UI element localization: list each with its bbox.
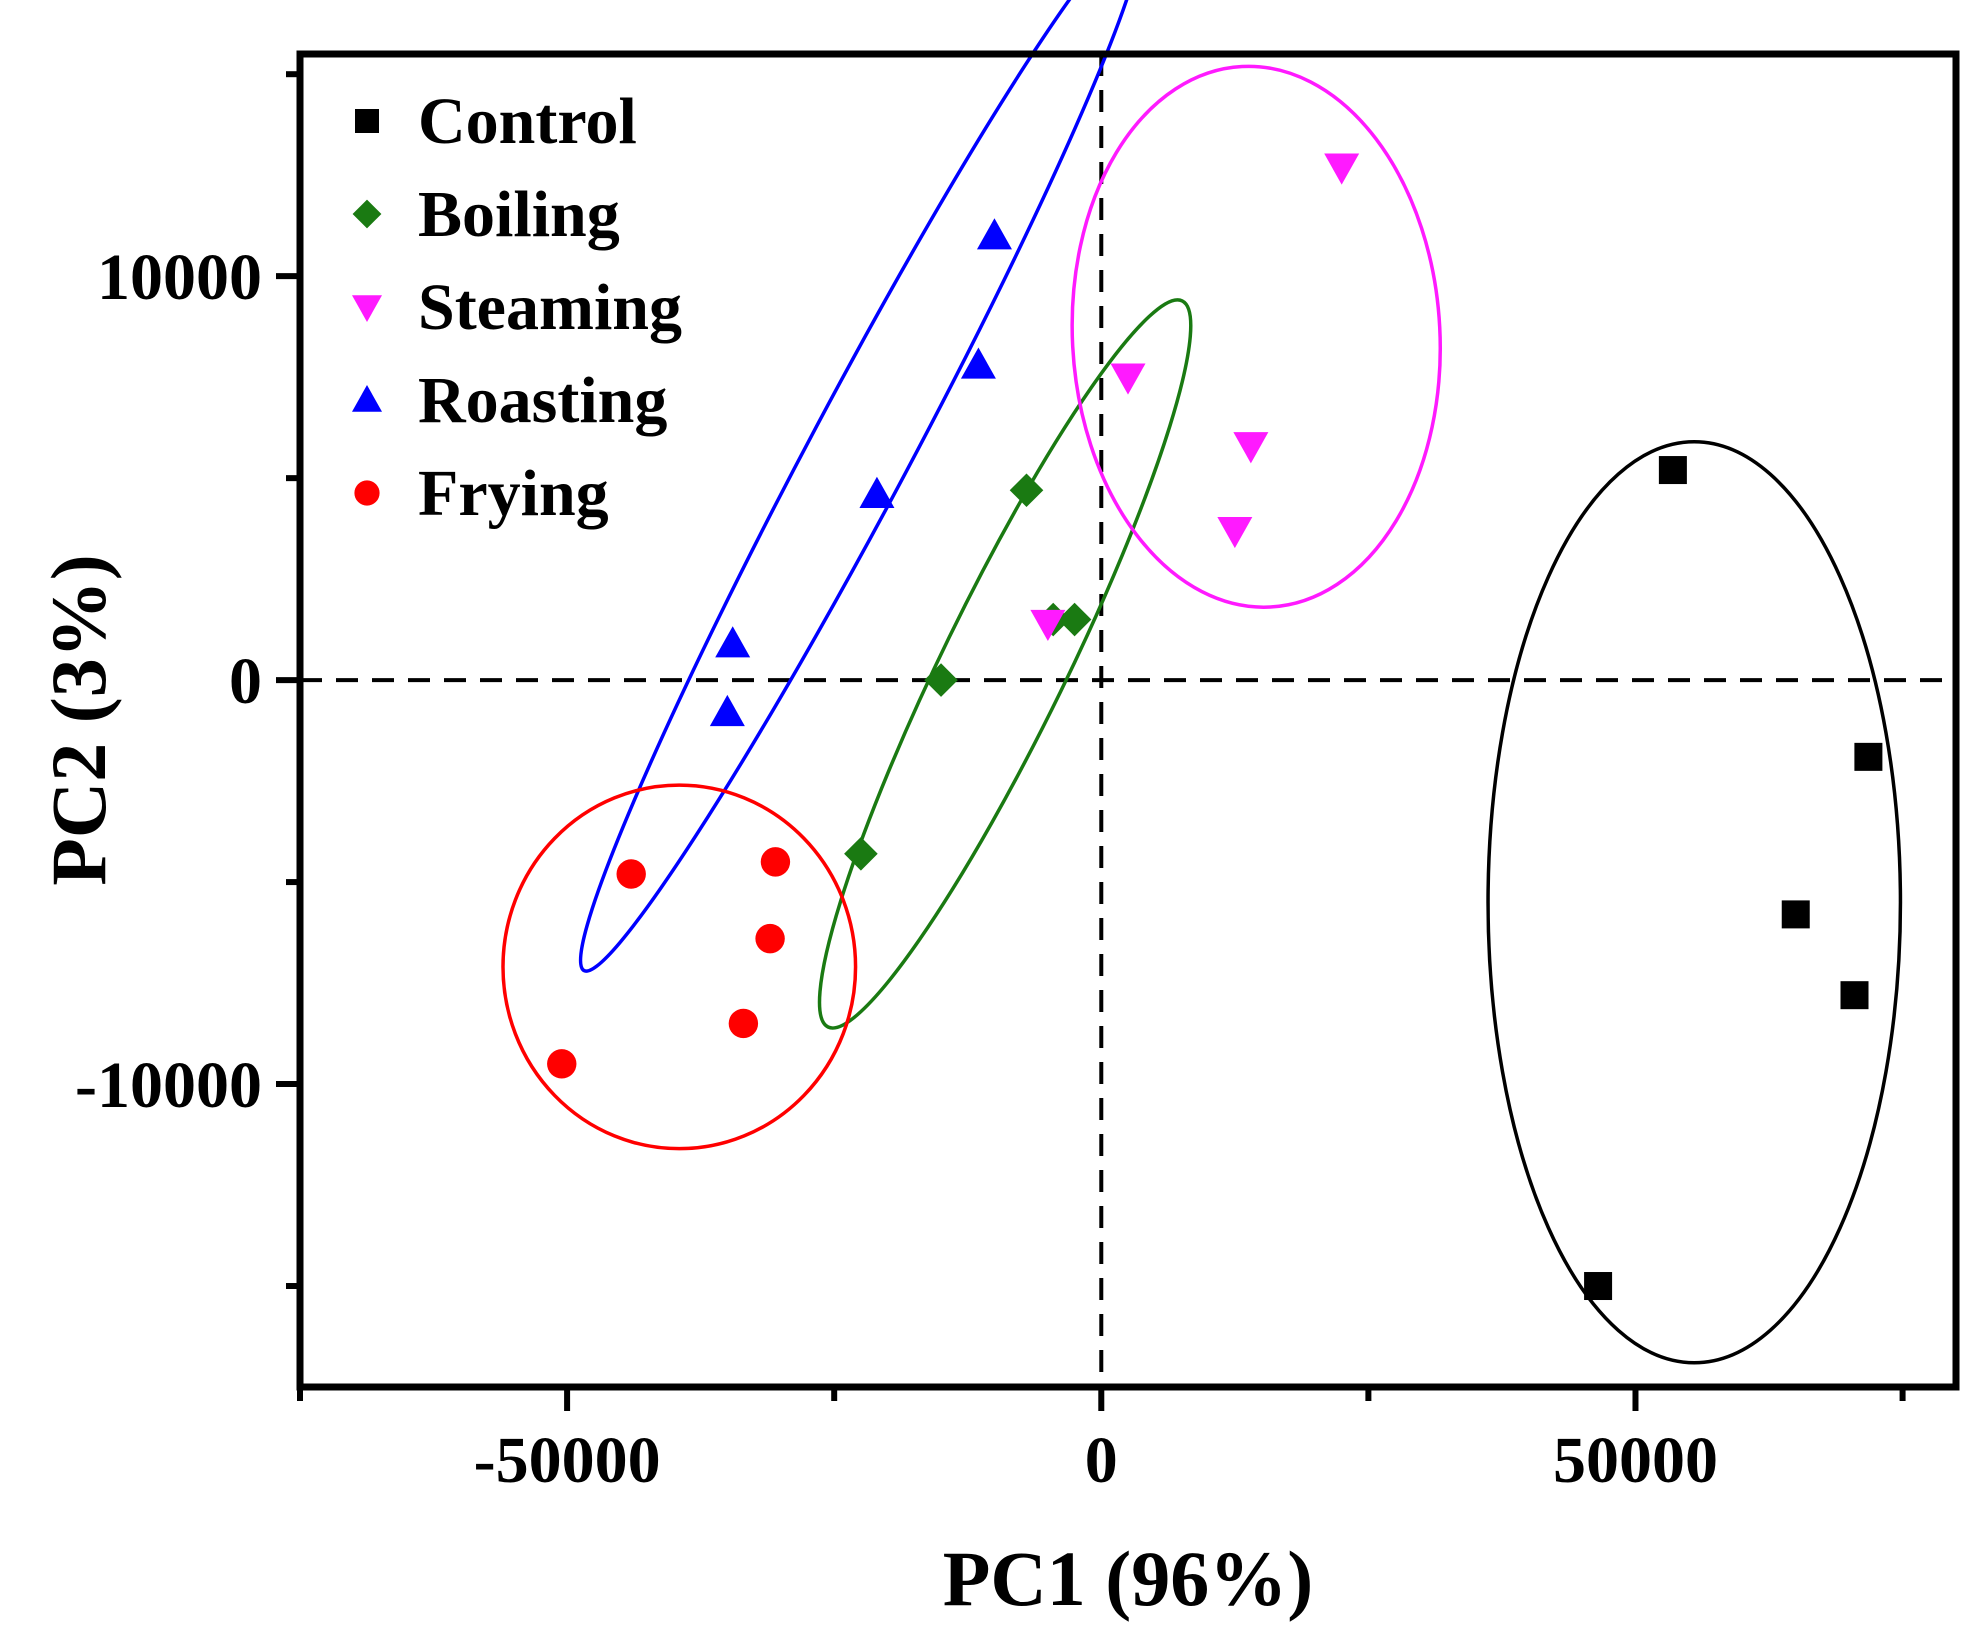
steaming-point [1110, 363, 1146, 395]
legend-control-marker [355, 109, 379, 133]
tick-marks [276, 71, 1906, 1411]
steaming-point [1030, 609, 1066, 642]
boiling-point [1057, 602, 1092, 637]
roasting-point [976, 218, 1012, 250]
legend-control-label: Control [418, 85, 637, 158]
roasting-point [859, 476, 895, 508]
boiling-point [1009, 473, 1044, 508]
roasting-point [715, 626, 751, 658]
legend-steaming-label: Steaming [418, 271, 682, 344]
group-ellipses [501, 0, 1903, 1365]
steaming-ellipse [1070, 64, 1443, 609]
roasting-ellipse [578, 0, 1144, 973]
data-points [547, 153, 1883, 1301]
legend-boiling-marker [352, 199, 382, 229]
legend-roasting-label: Roasting [418, 364, 667, 437]
frying-point [547, 1049, 577, 1079]
legend-roasting-marker [352, 385, 382, 412]
legend-frying-label: Frying [418, 457, 609, 530]
reference-lines [300, 54, 1956, 1387]
axes [296, 50, 1960, 1391]
roasting-point [709, 694, 745, 727]
control-point [1840, 981, 1869, 1010]
tick-labels: -50000 0 50000 -10000 0 10000 [75, 241, 1718, 1497]
x-tick-label: -50000 [474, 1424, 661, 1497]
steaming-point [1233, 432, 1269, 464]
boiling-point [924, 663, 958, 697]
steaming-point [1217, 516, 1253, 549]
legend-boiling-label: Boiling [418, 178, 620, 251]
frying-point [755, 923, 785, 954]
control-point [1854, 742, 1883, 771]
control-point [1658, 456, 1687, 485]
frying-ellipse [501, 783, 858, 1151]
y-axis-title: PC2 (3%) [35, 554, 122, 885]
plot-frame [296, 50, 1960, 1391]
y-tick-label: 10000 [97, 241, 262, 314]
control-point [1781, 900, 1810, 929]
frying-point [728, 1008, 759, 1039]
control-ellipse [1486, 440, 1903, 1365]
y-tick-label: 0 [229, 645, 262, 718]
frying-point [760, 847, 791, 877]
y-tick-label: -10000 [75, 1049, 262, 1122]
x-tick-label: 50000 [1553, 1424, 1718, 1497]
x-axis-title: PC1 (96%) [943, 1535, 1313, 1622]
legend: Control Boiling Steaming Roasting Frying [352, 85, 682, 530]
x-tick-label: 0 [1085, 1424, 1118, 1497]
roasting-point [960, 347, 996, 379]
steaming-point [1324, 153, 1360, 185]
control-point [1584, 1272, 1613, 1301]
boiling-ellipse [817, 298, 1193, 1030]
legend-steaming-marker [352, 295, 382, 322]
boiling-point [844, 837, 878, 871]
legend-frying-marker [354, 480, 380, 506]
frying-point [616, 859, 646, 889]
